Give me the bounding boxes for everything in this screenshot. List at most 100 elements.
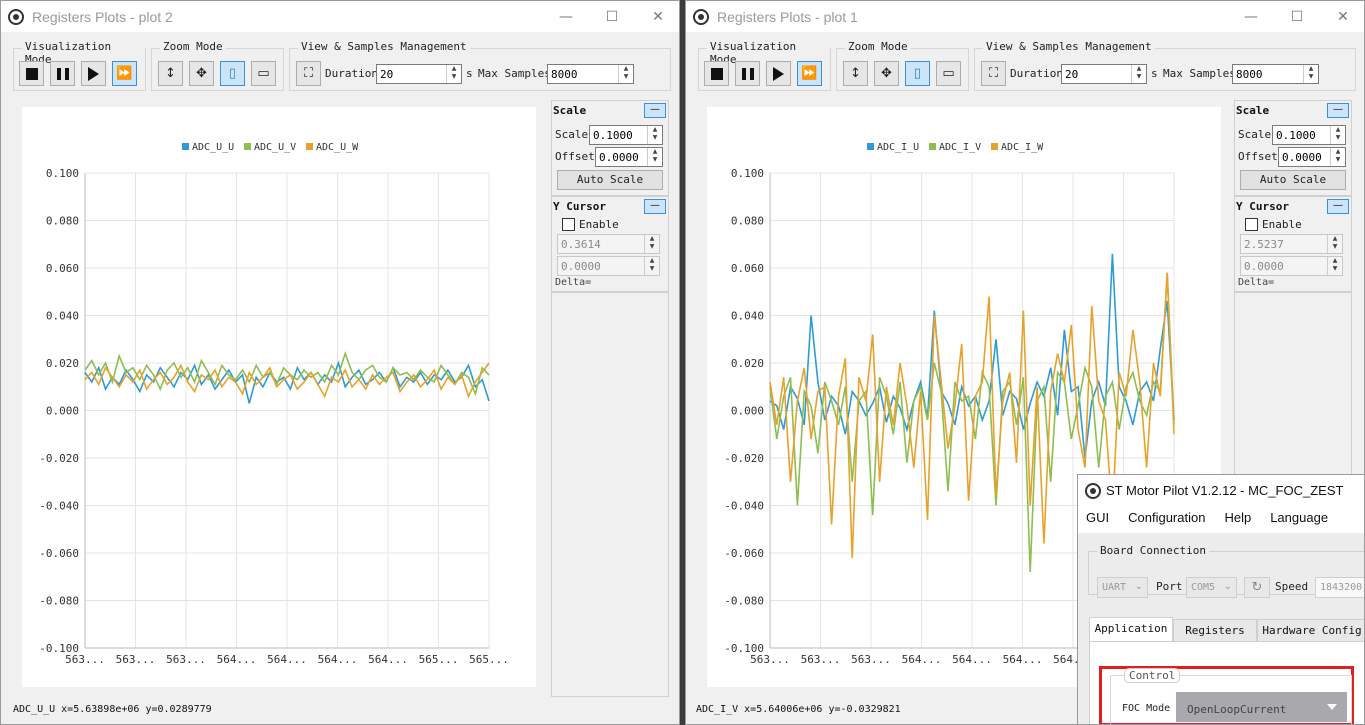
cursor-value-2[interactable]: 0.0000 ▲ ▼ bbox=[1240, 256, 1343, 276]
tab-registers[interactable]: Registers bbox=[1173, 619, 1257, 642]
menu-bar: GUI Configuration Help Language bbox=[1086, 510, 1347, 525]
spin-arrows-icon[interactable]: ▲ ▼ bbox=[1303, 65, 1318, 83]
pause-button[interactable] bbox=[735, 61, 760, 86]
duration-input[interactable]: 20 ▲ ▼ bbox=[376, 64, 462, 84]
offset-input[interactable]: 0.0000 ▲ ▼ bbox=[595, 147, 663, 167]
auto-scale-button[interactable]: Auto Scale bbox=[1240, 170, 1346, 190]
tab-application[interactable]: Application bbox=[1089, 617, 1173, 642]
x-tick-label: 564... bbox=[267, 653, 307, 666]
close-icon[interactable]: ✕ bbox=[1337, 8, 1349, 25]
fit-view-button[interactable]: ⛶ bbox=[981, 61, 1006, 86]
plot2-titlebar[interactable]: Registers Plots - plot 2 — ☐ ✕ bbox=[1, 1, 679, 32]
visualization-mode-group: Visualization Mode ⏩ bbox=[13, 40, 146, 91]
cursor-value-2[interactable]: 0.0000 ▲ ▼ bbox=[557, 256, 660, 276]
plot1-titlebar[interactable]: Registers Plots - plot 1 — ☐ ✕ bbox=[686, 1, 1364, 32]
duration-unit: s bbox=[1151, 67, 1158, 80]
plot-card: 0.100 0.080 0.060 0.040 0.020 0.000 -0.020 -0.0… bbox=[22, 107, 536, 687]
pause-icon bbox=[56, 67, 69, 80]
scale-input[interactable]: 0.1000 ▲ ▼ bbox=[1272, 125, 1346, 145]
refresh-button[interactable]: ↻ bbox=[1244, 577, 1270, 598]
spin-arrows-icon[interactable]: ▲ ▼ bbox=[618, 65, 633, 83]
auto-scale-button[interactable]: Auto Scale bbox=[557, 170, 663, 190]
duration-label: Duration bbox=[1010, 67, 1063, 80]
menu-configuration[interactable]: Configuration bbox=[1128, 510, 1206, 525]
zoom-xy-icon: ↕ bbox=[850, 66, 861, 81]
cursor-value-1[interactable]: 2.5237 ▲ ▼ bbox=[1240, 234, 1343, 254]
y-tick-label: -0.060 bbox=[724, 547, 764, 560]
spin-arrows-icon[interactable]: ▲ ▼ bbox=[647, 126, 662, 144]
offset-input[interactable]: 0.0000 ▲ ▼ bbox=[1278, 147, 1346, 167]
spin-arrows-icon[interactable]: ▲ ▼ bbox=[1327, 257, 1342, 275]
enable-label: Enable bbox=[579, 218, 619, 231]
spin-arrows-icon[interactable]: ▲ ▼ bbox=[1131, 65, 1146, 83]
tab-hardware-config[interactable]: Hardware Config bbox=[1257, 619, 1364, 642]
enable-checkbox[interactable] bbox=[562, 218, 575, 231]
max-samples-label: Max Samples bbox=[478, 67, 551, 80]
menu-language[interactable]: Language bbox=[1270, 510, 1329, 525]
control-group bbox=[1110, 675, 1352, 724]
y-tick-label: 0.020 bbox=[731, 357, 764, 370]
y-cursor-title: Y Cursor bbox=[553, 200, 606, 213]
plot2-chart[interactable]: 0.100 0.080 0.060 0.040 0.020 0.000 -0.020 -0.0… bbox=[22, 107, 536, 687]
speed-input[interactable]: 1843200 bbox=[1315, 577, 1364, 598]
y-tick-label: 0.100 bbox=[46, 167, 79, 180]
collapse-button[interactable]: — bbox=[644, 103, 666, 118]
spin-arrows-icon[interactable]: ▲ ▼ bbox=[1330, 148, 1345, 166]
collapse-button[interactable]: — bbox=[1327, 103, 1349, 118]
close-icon[interactable]: ✕ bbox=[652, 8, 664, 25]
fast-forward-button[interactable]: ⏩ bbox=[112, 61, 137, 86]
minimize-icon[interactable]: — bbox=[559, 8, 573, 25]
zoom-xy-button[interactable]: ↕ bbox=[158, 61, 183, 86]
legend-label: ADC_I_U bbox=[877, 142, 919, 153]
y-tick-label: -0.060 bbox=[39, 547, 79, 560]
spin-arrows-icon[interactable]: ▲ ▼ bbox=[647, 148, 662, 166]
y-tick-label: 0.040 bbox=[46, 310, 79, 323]
port-select[interactable]: COM5 ⌄ bbox=[1186, 577, 1237, 598]
maximize-icon[interactable]: ☐ bbox=[1290, 8, 1304, 25]
zoom-y-button[interactable]: ▯ bbox=[905, 61, 930, 86]
duration-unit: s bbox=[466, 67, 473, 80]
stop-button[interactable] bbox=[704, 61, 729, 86]
zoom-xy-button[interactable]: ↕ bbox=[843, 61, 868, 86]
minimize-icon[interactable]: — bbox=[1244, 8, 1258, 25]
pan-button[interactable]: ✥ bbox=[189, 61, 214, 86]
legend-swatch bbox=[306, 143, 313, 150]
spin-arrows-icon[interactable]: ▲ ▼ bbox=[1330, 126, 1345, 144]
menu-help[interactable]: Help bbox=[1224, 510, 1252, 525]
scale-input[interactable]: 0.1000 ▲ ▼ bbox=[589, 125, 663, 145]
pause-button[interactable] bbox=[50, 61, 75, 86]
enable-checkbox[interactable] bbox=[1245, 218, 1258, 231]
duration-input[interactable]: 20 ▲ ▼ bbox=[1061, 64, 1147, 84]
spin-arrows-icon[interactable]: ▲ ▼ bbox=[446, 65, 461, 83]
play-button[interactable] bbox=[81, 61, 106, 86]
zoom-x-button[interactable]: ▭ bbox=[936, 61, 961, 86]
collapse-button[interactable]: — bbox=[644, 199, 666, 214]
legend-label: ADC_U_U bbox=[192, 142, 234, 153]
cursor-value-1[interactable]: 0.3614 ▲ ▼ bbox=[557, 234, 660, 254]
connection-type-select[interactable]: UART ⌄ bbox=[1097, 577, 1148, 598]
y-tick-label: 0.080 bbox=[731, 215, 764, 228]
maximize-icon[interactable]: ☐ bbox=[605, 8, 619, 25]
menu-gui[interactable]: GUI bbox=[1086, 510, 1110, 525]
pan-button[interactable]: ✥ bbox=[874, 61, 899, 86]
fit-view-button[interactable]: ⛶ bbox=[296, 61, 321, 86]
spin-arrows-icon[interactable]: ▲ ▼ bbox=[644, 235, 659, 253]
chevron-down-icon: ⌄ bbox=[1223, 581, 1232, 592]
fast-forward-button[interactable]: ⏩ bbox=[797, 61, 822, 86]
y-tick-label: 0.000 bbox=[731, 405, 764, 418]
max-samples-input[interactable]: 8000 ▲ ▼ bbox=[547, 64, 634, 84]
play-button[interactable] bbox=[766, 61, 791, 86]
max-samples-input[interactable]: 8000 ▲ ▼ bbox=[1232, 64, 1319, 84]
zoom-x-button[interactable]: ▭ bbox=[251, 61, 276, 86]
zoom-y-button[interactable]: ▯ bbox=[220, 61, 245, 86]
zoom-xy-icon: ↕ bbox=[165, 66, 176, 81]
spin-arrows-icon[interactable]: ▲ ▼ bbox=[1327, 235, 1342, 253]
y-tick-label: -0.020 bbox=[724, 452, 764, 465]
series-line-adc-u-w bbox=[84, 362, 490, 399]
foc-mode-select[interactable]: OpenLoopCurrent bbox=[1176, 692, 1347, 722]
spin-arrows-icon[interactable]: ▲ ▼ bbox=[644, 257, 659, 275]
legend-swatch bbox=[991, 143, 998, 150]
stop-button[interactable] bbox=[19, 61, 44, 86]
scale-label: Scale bbox=[1238, 128, 1272, 141]
collapse-button[interactable]: — bbox=[1327, 199, 1349, 214]
